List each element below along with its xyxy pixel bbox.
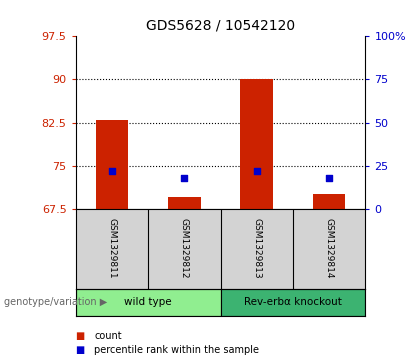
Bar bbox=[95, 120, 128, 209]
Text: GSM1329812: GSM1329812 bbox=[180, 219, 189, 279]
Bar bbox=[168, 197, 201, 209]
Bar bbox=[220, 289, 365, 316]
Text: GSM1329814: GSM1329814 bbox=[325, 219, 333, 279]
Text: ■: ■ bbox=[76, 331, 85, 341]
Title: GDS5628 / 10542120: GDS5628 / 10542120 bbox=[146, 19, 295, 32]
Text: wild type: wild type bbox=[124, 297, 172, 307]
Bar bbox=[76, 289, 220, 316]
Point bbox=[326, 175, 333, 181]
Text: GSM1329811: GSM1329811 bbox=[108, 218, 116, 279]
Text: count: count bbox=[94, 331, 122, 341]
Point bbox=[253, 168, 260, 174]
Point bbox=[108, 168, 115, 174]
Point bbox=[181, 175, 188, 181]
Bar bbox=[240, 79, 273, 209]
Text: percentile rank within the sample: percentile rank within the sample bbox=[94, 345, 260, 355]
Text: Rev-erbα knockout: Rev-erbα knockout bbox=[244, 297, 342, 307]
Text: genotype/variation ▶: genotype/variation ▶ bbox=[4, 297, 108, 307]
Text: GSM1329813: GSM1329813 bbox=[252, 218, 261, 279]
Bar bbox=[313, 194, 346, 209]
Text: ■: ■ bbox=[76, 345, 85, 355]
